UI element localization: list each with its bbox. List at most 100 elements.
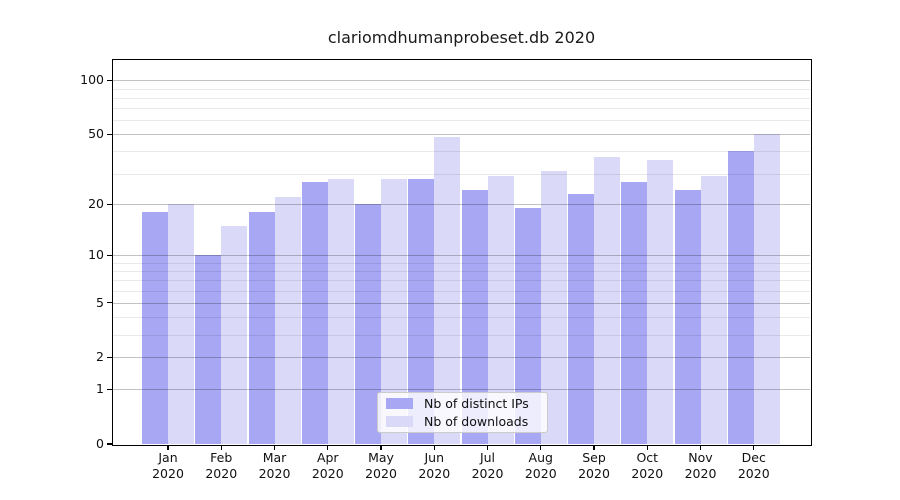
bar-downloads-oct [647, 159, 674, 444]
x-axis-tick-label: Nov 2020 [671, 450, 731, 481]
x-axis-year-label: 2020 [365, 465, 397, 481]
bar-distinct-ips-mar [248, 212, 275, 444]
x-axis-tick [540, 445, 542, 450]
legend-swatch-downloads-icon [386, 416, 413, 427]
x-axis-year-label: 2020 [205, 465, 238, 481]
y-axis-tick [107, 254, 112, 256]
bar-downloads-dec [753, 134, 780, 444]
x-axis-tick-label: Sep 2020 [564, 450, 624, 481]
x-axis-month-label: Sep [582, 450, 606, 465]
x-axis-tick [433, 445, 435, 450]
x-axis-tick [753, 445, 755, 450]
legend-label-downloads: Nb of downloads [424, 414, 529, 429]
gridline-minor [113, 290, 810, 292]
x-axis-tick [167, 445, 169, 450]
bar-distinct-ips-dec [727, 151, 754, 444]
bar-distinct-ips-nov [674, 190, 701, 444]
x-axis-tick [380, 445, 382, 450]
x-axis-tick-label: Dec 2020 [724, 450, 784, 481]
y-axis-tick [107, 79, 112, 82]
gridline-minor [113, 317, 810, 319]
x-axis-tick-label: Aug 2020 [511, 450, 571, 481]
x-axis-tick [327, 445, 329, 450]
bar-distinct-ips-jan [142, 212, 168, 444]
y-axis-tick [107, 203, 112, 205]
x-axis-tick-label: May 2020 [351, 450, 411, 481]
x-axis-tick [220, 445, 222, 450]
y-axis-tick [107, 133, 112, 135]
y-axis-tick [107, 302, 112, 304]
x-axis-tick [699, 445, 702, 450]
y-axis-tick [107, 443, 112, 445]
x-axis-tick [273, 445, 276, 450]
gridline-minor [113, 97, 810, 99]
bar-distinct-ips-may [355, 204, 381, 444]
x-axis-tick-label: Feb 2020 [191, 450, 251, 481]
y-axis-tick-label: 5 [96, 294, 104, 310]
legend-label-distinct-ips: Nb of distinct IPs [424, 396, 529, 411]
x-axis-year-label: 2020 [578, 465, 610, 481]
legend-item-distinct-ips: Nb of distinct IPs [386, 396, 539, 411]
x-axis-tick-label: Jun 2020 [404, 450, 464, 481]
gridline-minor [113, 88, 810, 90]
x-axis-year-label: 2020 [152, 465, 184, 481]
bar-downloads-sep [594, 157, 620, 444]
bar-downloads-nov [700, 176, 727, 444]
x-axis-year-label: 2020 [471, 465, 504, 481]
x-axis-year-label: 2020 [737, 465, 770, 481]
x-axis-tick [646, 445, 648, 450]
y-axis-tick-label: 2 [96, 349, 104, 365]
x-axis-tick-label: Mar 2020 [245, 450, 305, 481]
x-axis-tick-label: Jan 2020 [138, 450, 198, 481]
x-axis-tick-label: Oct 2020 [617, 450, 677, 481]
legend-item-downloads: Nb of downloads [386, 414, 539, 429]
x-axis-tick [593, 445, 595, 450]
y-axis-tick-label: 1 [96, 381, 104, 397]
y-axis-tick-label: 20 [88, 196, 104, 212]
gridline-major [113, 204, 810, 206]
x-axis-month-label: Aug [528, 450, 553, 465]
bar-distinct-ips-feb [195, 255, 222, 444]
gridline-minor [113, 280, 810, 282]
x-axis-month-label: May [368, 450, 394, 465]
gridline-minor [113, 173, 810, 175]
bar-downloads-mar [274, 197, 301, 444]
x-axis-month-label: Apr [316, 450, 339, 465]
x-axis-year-label: 2020 [631, 465, 664, 481]
gridline-major [113, 80, 810, 82]
bar-downloads-jan [168, 204, 194, 444]
gridline-minor [113, 120, 810, 122]
x-axis-tick-label: Apr 2020 [298, 450, 358, 481]
bar-distinct-ips-sep [568, 193, 594, 444]
y-axis-tick-label: 100 [80, 72, 104, 88]
gridline-minor [113, 108, 810, 110]
gridline-minor [113, 262, 810, 264]
x-axis-year-label: 2020 [684, 465, 717, 481]
gridline-minor [113, 334, 810, 336]
y-axis-tick-label: 0 [96, 436, 104, 451]
gridline-minor [113, 270, 810, 272]
x-axis-month-label: Feb [210, 450, 233, 465]
x-axis-year-label: 2020 [311, 465, 344, 481]
x-axis-month-label: Jul [479, 450, 496, 465]
x-axis-month-label: Oct [636, 450, 659, 465]
bar-distinct-ips-oct [621, 181, 648, 444]
x-axis-month-label: Nov [688, 450, 713, 465]
gridline-major [113, 302, 810, 304]
x-axis-tick-label: Jul 2020 [458, 450, 518, 481]
x-axis-year-label: 2020 [524, 465, 557, 481]
gridline-major [113, 357, 810, 359]
x-axis-month-label: Jun [424, 450, 445, 465]
x-axis-month-label: Dec [741, 450, 766, 465]
x-axis-year-label: 2020 [418, 465, 451, 481]
y-axis-tick-label: 50 [88, 126, 104, 142]
x-axis-month-label: Mar [262, 450, 287, 465]
bar-downloads-feb [221, 225, 248, 444]
gridline-major [113, 134, 810, 136]
bar-distinct-ips-apr [301, 181, 328, 444]
x-axis-year-label: 2020 [258, 465, 291, 481]
bar-downloads-apr [327, 178, 354, 444]
y-axis-tick-label: 10 [88, 247, 104, 263]
gridline-major [113, 389, 810, 391]
